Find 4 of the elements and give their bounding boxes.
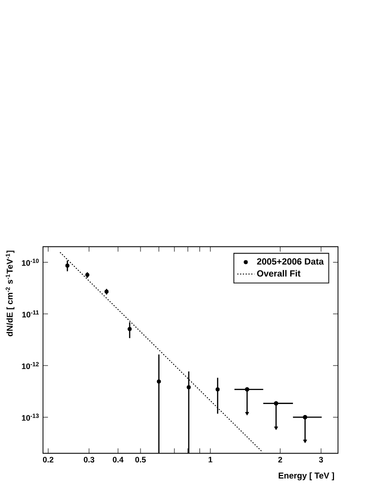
- legend-label: Overall Fit: [257, 270, 300, 277]
- x-axis-title: Energy [ TeV ]: [278, 472, 334, 480]
- legend-label: 2005+2006 Data: [257, 258, 324, 265]
- y-axis-title: dN/dE [ cm$^{-2}$ s$^{-1}$TeV$^{-1}$]: [6, 250, 14, 336]
